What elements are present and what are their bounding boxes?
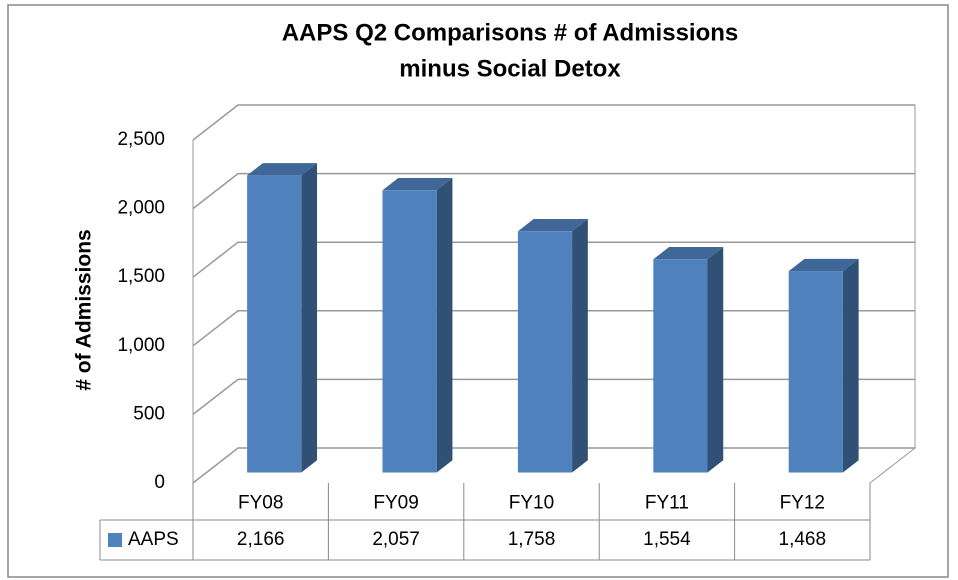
bar (653, 259, 708, 473)
y-tick-label: 0 (154, 472, 165, 493)
y-tick-label: 1,000 (117, 335, 165, 356)
grid-line (192, 104, 915, 141)
y-tick-label: 2,500 (117, 129, 165, 150)
bar-side (301, 163, 318, 473)
bar-top (517, 219, 588, 232)
y-tick-label: 1,500 (117, 266, 165, 287)
bar-side (436, 178, 453, 473)
x-tick-label: FY12 (780, 493, 825, 514)
y-tick-label: 500 (133, 403, 165, 424)
x-tick-label: FY11 (645, 493, 689, 514)
x-tick-label: FY08 (238, 493, 283, 514)
bar (788, 271, 843, 473)
x-tick-label: FY09 (373, 493, 418, 514)
grid-line (192, 241, 915, 278)
bar (382, 190, 437, 473)
y-axis-label: # of Admissions (73, 229, 96, 390)
bar-top (247, 163, 318, 176)
y-tick-label: 2,000 (117, 198, 165, 219)
bar-side (572, 219, 588, 473)
bar-top (788, 258, 859, 272)
chart-title: minus Social Detox (399, 55, 621, 82)
bar-top (382, 178, 453, 191)
legend-label: AAPS (128, 529, 179, 550)
data-label: 2,166 (237, 529, 285, 550)
grid-line (192, 172, 915, 210)
data-label: 1,554 (643, 529, 691, 550)
bar (247, 175, 302, 473)
bar-side (707, 247, 724, 473)
legend-swatch (108, 533, 122, 547)
data-label: 1,468 (779, 529, 827, 550)
data-label: 2,057 (372, 529, 420, 550)
chart-title: AAPS Q2 Comparisons # of Admissions (282, 19, 739, 46)
data-label: 1,758 (508, 529, 556, 550)
table-grid (99, 483, 871, 561)
bar (517, 231, 573, 473)
bar-top (653, 247, 724, 260)
bar-side (842, 258, 859, 473)
x-tick-label: FY10 (509, 493, 554, 514)
